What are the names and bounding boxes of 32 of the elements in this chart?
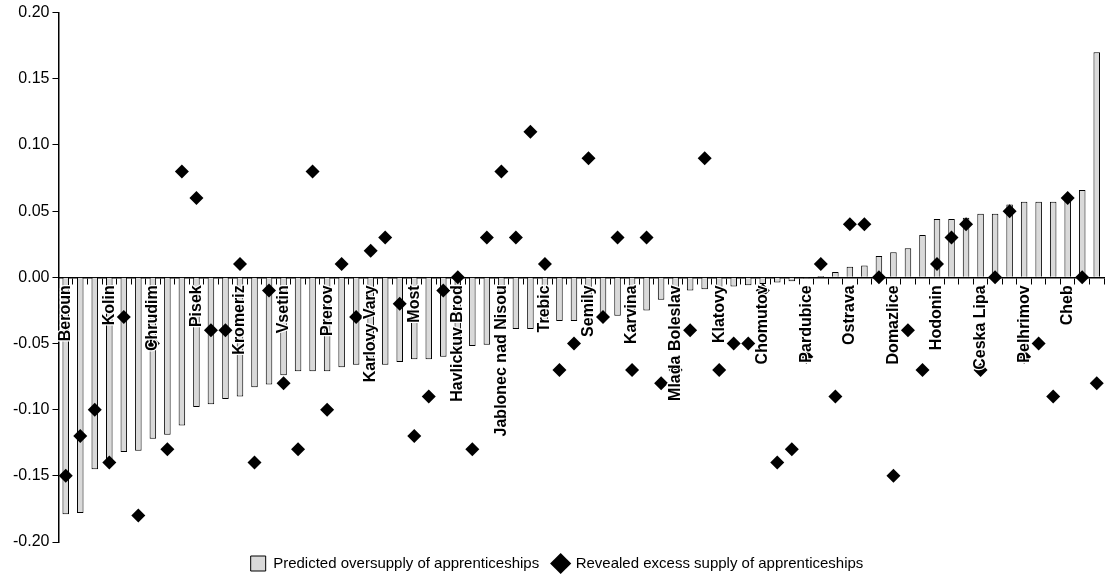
x-tick-label: Kromeriz <box>230 285 248 355</box>
x-tick-label: Trebic <box>535 285 553 333</box>
y-tick-label: 0.15 <box>18 69 50 87</box>
x-tick-label: Vsetin <box>273 285 291 334</box>
x-tick-label: Prerov <box>317 285 335 336</box>
y-tick-label: -0.10 <box>13 400 50 418</box>
x-tick-label: Jablonec nad Nisou <box>491 285 509 437</box>
legend-label: Revealed excess supply of apprenticeships <box>575 553 864 571</box>
x-tick-label: Chrudim <box>143 285 161 352</box>
y-tick-label: -0.05 <box>13 333 50 351</box>
x-tick-label: Karlovy Vary <box>361 285 379 383</box>
x-tick-label: Klatovy <box>709 285 727 344</box>
x-tick-label: Ostrava <box>840 285 858 345</box>
x-tick-label: Pisek <box>186 285 204 328</box>
x-tick-label: Chomutov <box>753 285 771 365</box>
x-tick-label: Most <box>404 284 422 323</box>
y-tick-label: 0.10 <box>18 135 50 153</box>
x-tick-label: Semily <box>578 285 596 337</box>
x-tick-label: Havlickuv Brod <box>448 285 466 402</box>
legend-label: Predicted oversupply of apprenticeships <box>273 553 540 571</box>
x-tick-label: Domazlice <box>883 285 901 365</box>
x-tick-label: Mlada Boleslav <box>666 285 684 401</box>
y-tick-label: -0.20 <box>13 532 50 550</box>
y-tick-label: -0.15 <box>13 466 50 484</box>
y-tick-label: 0.00 <box>18 267 50 285</box>
x-tick-label: Cheb <box>1058 285 1076 326</box>
y-tick-label: 0.20 <box>18 3 50 21</box>
x-tick-label: Karvina <box>622 285 640 344</box>
x-tick-label: Kolin <box>99 285 117 326</box>
x-tick-label: Ceska Lipa <box>970 285 988 370</box>
x-tick-label: Hodonin <box>927 285 945 351</box>
y-tick-label: 0.05 <box>18 201 50 219</box>
